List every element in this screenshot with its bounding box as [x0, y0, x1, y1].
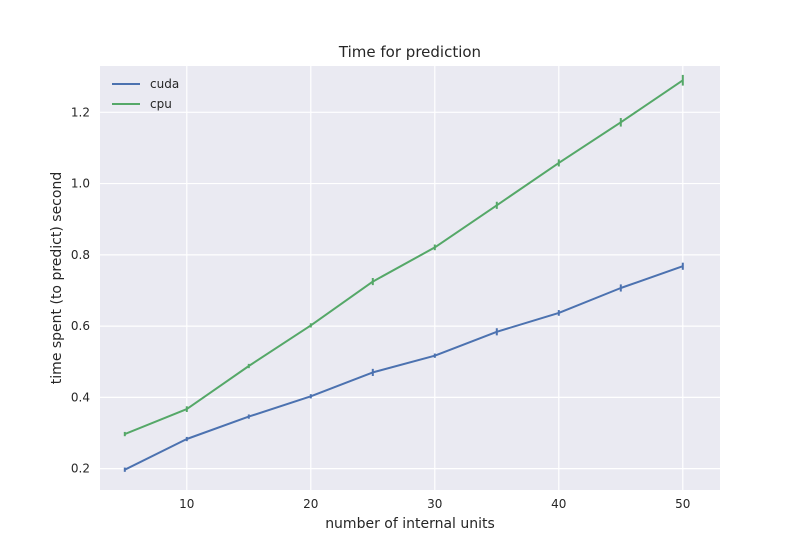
series-layer — [123, 74, 684, 472]
legend-label-cuda: cuda — [150, 77, 179, 91]
y-axis-label: time spent (to predict) second — [49, 172, 65, 384]
y-tick-label: 0.6 — [71, 319, 90, 333]
y-tick-label: 0.8 — [71, 248, 90, 262]
y-tick-label: 0.2 — [71, 462, 90, 476]
y-tick-label: 0.4 — [71, 390, 90, 404]
legend-label-cpu: cpu — [150, 97, 172, 111]
series-cuda — [123, 262, 684, 472]
series-cpu — [123, 74, 684, 437]
plot-background — [100, 66, 720, 490]
y-tick-label: 1.2 — [71, 105, 90, 119]
x-tick-label: 20 — [303, 497, 318, 511]
x-tick-label: 50 — [675, 497, 690, 511]
x-tick-label: 10 — [179, 497, 194, 511]
series-line-cuda — [124, 265, 684, 471]
y-tick-label: 1.0 — [71, 177, 90, 191]
x-axis-label: number of internal units — [325, 516, 495, 532]
chart-title: Time for prediction — [338, 43, 481, 61]
tick-labels: 10 20 30 40 50 0.2 0.4 0.6 0.8 1.0 1.2 — [71, 105, 691, 511]
x-tick-label: 30 — [427, 497, 442, 511]
series-line-cpu — [124, 79, 684, 436]
x-tick-label: 40 — [551, 497, 566, 511]
legend: cuda cpu — [112, 77, 179, 111]
